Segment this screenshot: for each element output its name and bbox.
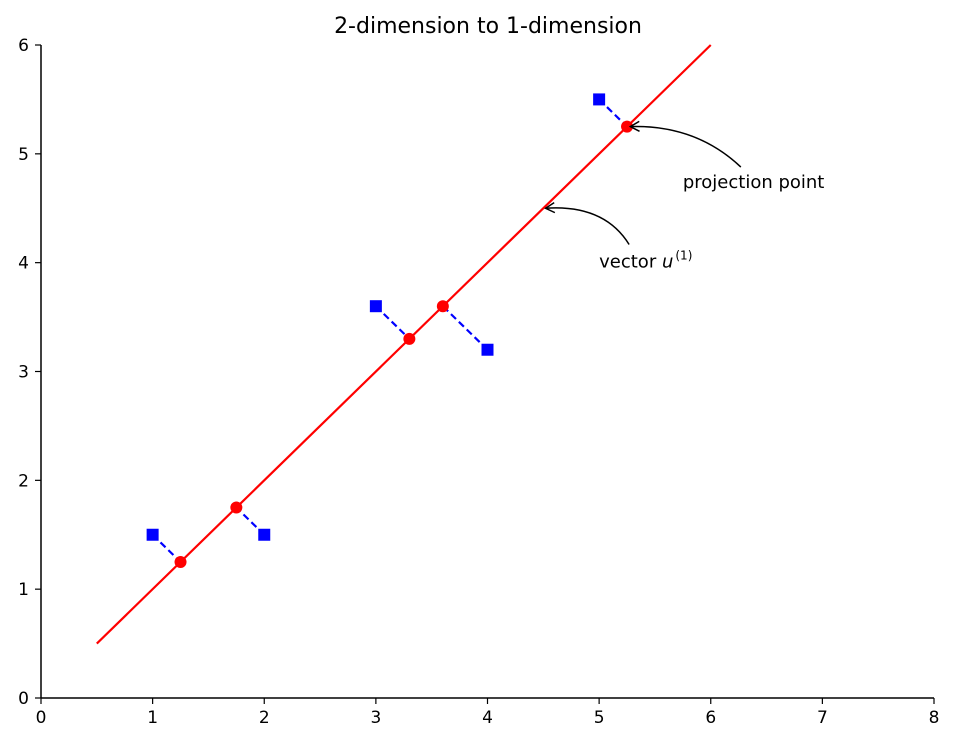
data-point-square: [258, 528, 271, 541]
plot-area: 0 1 2 3 4 5 6 7 8 0 1 2 3 4 5 6 projection point vector u…: [18, 36, 939, 728]
x-tick-label: 7: [817, 708, 828, 728]
projection-point-arrow: [628, 120, 742, 168]
data-point-square: [146, 528, 159, 541]
y-tick-label: 1: [18, 580, 29, 600]
vector-label: vector u (1): [599, 248, 692, 272]
data-point-square: [481, 343, 494, 356]
x-tick-label: 1: [147, 708, 158, 728]
data-point-square: [369, 300, 382, 313]
projected-point-circle: [403, 332, 416, 345]
x-tick-label: 4: [482, 708, 493, 728]
x-tick-label: 5: [594, 708, 605, 728]
y-tick-label: 6: [18, 36, 29, 56]
projection-line: [96, 44, 712, 645]
vector-label-superscript: (1): [675, 248, 692, 262]
vector-arrow: [544, 202, 630, 245]
data-point-square: [593, 93, 606, 106]
x-tick-label: 0: [36, 708, 47, 728]
y-tick-label: 3: [18, 363, 29, 383]
y-tick-label: 4: [18, 254, 29, 274]
y-tick-label: 2: [18, 471, 29, 491]
projection-point-label: projection point: [683, 172, 825, 193]
chart-title: 2-dimension to 1-dimension: [334, 14, 642, 39]
projected-point-circle: [174, 555, 187, 568]
x-tick-label: 8: [929, 708, 940, 728]
vector-label-word: vector: [599, 251, 662, 272]
x-tick-label: 2: [259, 708, 270, 728]
projection-segment: [375, 305, 411, 340]
y-tick-label: 5: [18, 145, 29, 165]
y-tick-label: 0: [18, 689, 29, 709]
projected-point-circle: [230, 501, 243, 514]
x-tick-label: 3: [370, 708, 381, 728]
projected-point-circle: [436, 300, 449, 313]
projection-segment: [442, 305, 489, 351]
vector-label-symbol: u: [662, 251, 673, 272]
x-tick-label: 6: [705, 708, 716, 728]
